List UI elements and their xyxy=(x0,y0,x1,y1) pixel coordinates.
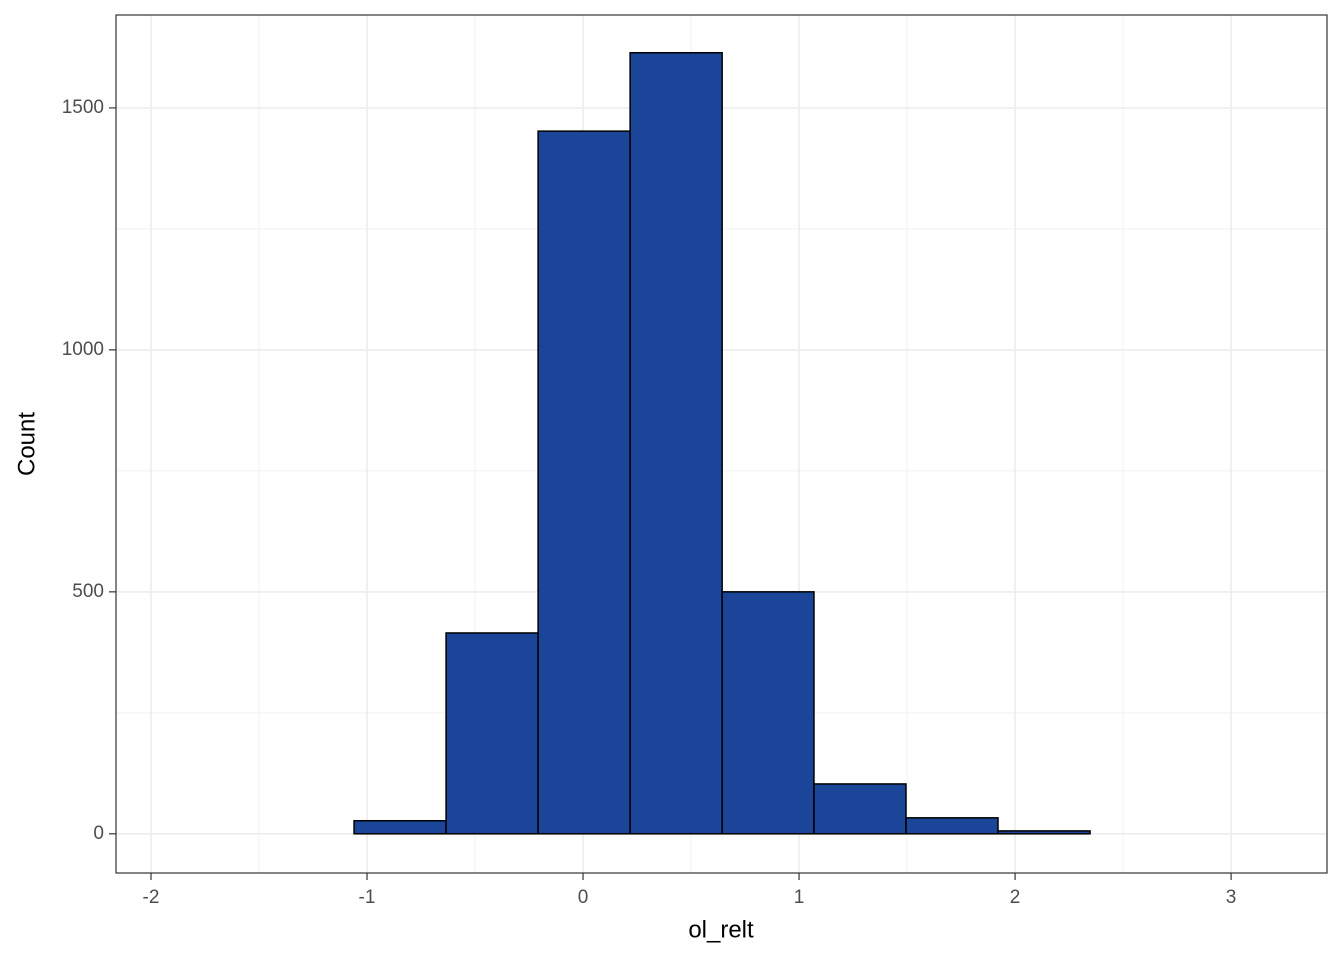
y-tick-label: 1000 xyxy=(62,339,104,360)
bar xyxy=(905,817,999,835)
x-axis-title: ol_relt xyxy=(688,916,754,943)
y-tick-label: 0 xyxy=(93,823,104,844)
bar xyxy=(629,51,723,835)
x-tick-label: 3 xyxy=(1226,887,1237,908)
bar xyxy=(813,783,907,835)
bar xyxy=(445,632,539,835)
y-tick-label: 500 xyxy=(72,581,104,602)
x-tick-label: 0 xyxy=(578,887,589,908)
x-tick-label: 2 xyxy=(1010,887,1021,908)
x-tick-label: 1 xyxy=(794,887,805,908)
bar xyxy=(537,130,631,835)
bars xyxy=(353,51,1091,835)
bar xyxy=(353,819,447,835)
x-tick-label: -1 xyxy=(359,887,376,908)
bar xyxy=(721,591,815,835)
axes: -2 -1 0 1 2 3 0 500 1000 1500 xyxy=(62,97,1237,908)
bar xyxy=(997,830,1091,835)
x-tick-label: -2 xyxy=(143,887,160,908)
panel-border xyxy=(115,14,1328,874)
y-axis-title: Count xyxy=(13,412,40,476)
y-tick-label: 1500 xyxy=(62,97,104,118)
